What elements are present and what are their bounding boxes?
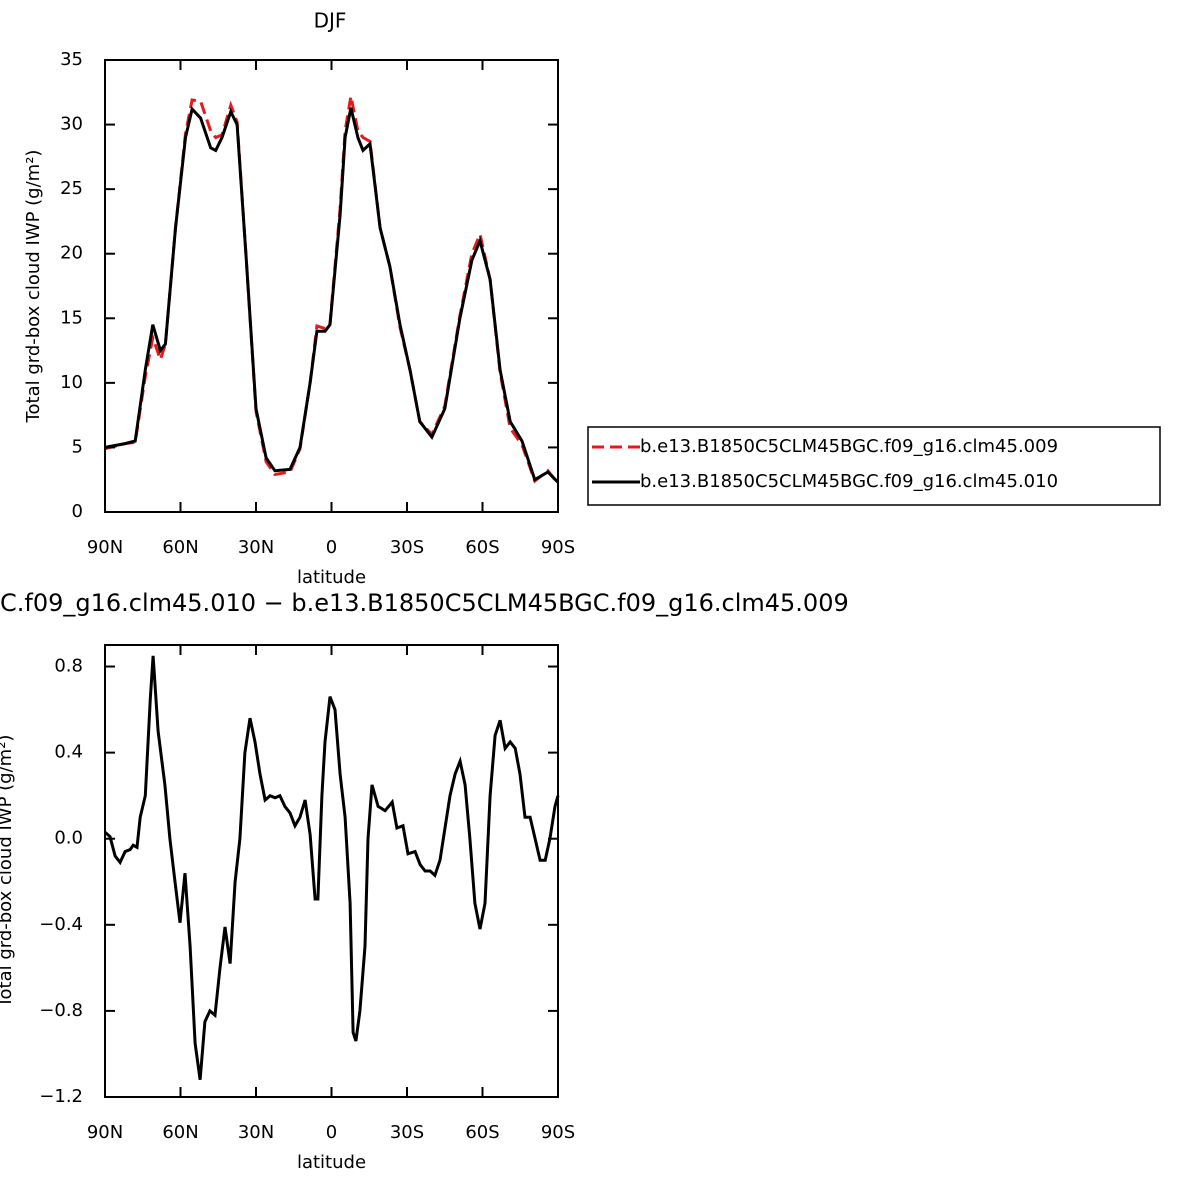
x-tick-label: 90N <box>87 1122 123 1143</box>
legend-label: b.e13.B1850C5CLM45BGC.f09_g16.clm45.010 <box>640 471 1058 492</box>
y-axis-label: Total grd-box cloud IWP (g/m²) <box>23 150 44 424</box>
y-tick-label: 0.4 <box>54 742 83 763</box>
y-tick-label: −0.4 <box>39 914 83 935</box>
y-tick-label: 30 <box>60 114 83 135</box>
y-tick-label: 10 <box>60 372 83 393</box>
legend-box <box>587 426 1161 506</box>
x-axis-label: latitude <box>297 1152 366 1173</box>
y-tick-label: 5 <box>72 436 83 457</box>
x-tick-label: 30N <box>238 1122 274 1143</box>
data-line <box>104 655 560 1081</box>
x-tick-label: 60S <box>465 1122 499 1143</box>
y-tick-label: 15 <box>60 307 83 328</box>
y-tick-label: 25 <box>60 178 83 199</box>
data-line <box>104 106 560 484</box>
y-tick-label: −1.2 <box>39 1086 83 1107</box>
y-axis-label: Total grd-box cloud IWP (g/m²) <box>0 735 16 1009</box>
x-tick-label: 60N <box>162 1122 198 1143</box>
x-tick-label: 60N <box>162 537 198 558</box>
y-tick-label: 0 <box>72 501 83 522</box>
chart-title: DJF <box>314 9 347 33</box>
x-tick-label: 0 <box>326 537 337 558</box>
x-tick-label: 90S <box>541 537 575 558</box>
x-tick-label: 30S <box>390 537 424 558</box>
y-tick-label: 35 <box>60 49 83 70</box>
x-tick-label: 60S <box>465 537 499 558</box>
x-tick-label: 90N <box>87 537 123 558</box>
x-axis-label: latitude <box>297 567 366 588</box>
x-tick-label: 30N <box>238 537 274 558</box>
x-tick-label: 90S <box>541 1122 575 1143</box>
chart-title: C.f09_g16.clm45.010 − b.e13.B1850C5CLM45… <box>0 589 849 617</box>
x-tick-label: 30S <box>390 1122 424 1143</box>
y-tick-label: −0.8 <box>39 1000 83 1021</box>
legend-label: b.e13.B1850C5CLM45BGC.f09_g16.clm45.009 <box>640 436 1058 457</box>
y-tick-label: 0.0 <box>54 828 83 849</box>
x-tick-label: 0 <box>326 1122 337 1143</box>
y-tick-label: 0.8 <box>54 656 83 677</box>
y-tick-label: 20 <box>60 243 83 264</box>
